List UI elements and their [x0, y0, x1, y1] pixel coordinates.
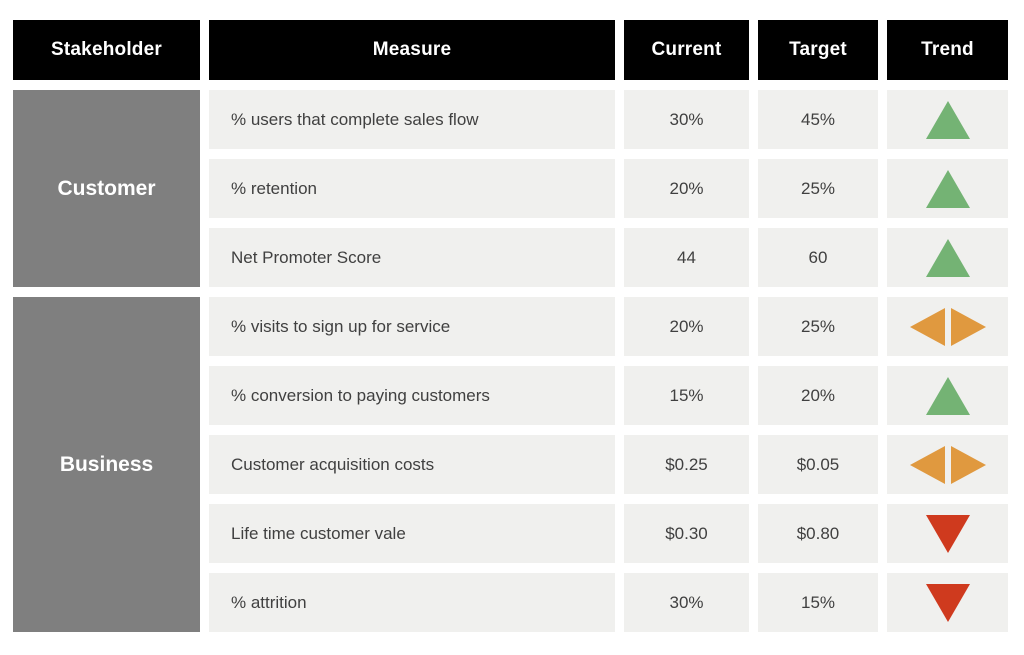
- column-header-trend: Trend: [887, 20, 1008, 80]
- trend-up-icon: [925, 238, 971, 278]
- current-value-cell: 30%: [624, 90, 749, 149]
- measure-cell: % users that complete sales flow: [209, 90, 615, 149]
- measure-cell: % conversion to paying customers: [209, 366, 615, 425]
- trend-up-icon: [925, 100, 971, 140]
- target-value-cell: 25%: [758, 297, 878, 356]
- current-value-cell: 20%: [624, 297, 749, 356]
- trend-up-icon: [925, 169, 971, 209]
- column-header-measure: Measure: [209, 20, 615, 80]
- trend-steady-icon: [909, 307, 987, 347]
- stakeholder-metrics-table: Stakeholder Measure Current Target Trend…: [13, 20, 1008, 632]
- measure-cell: % visits to sign up for service: [209, 297, 615, 356]
- measure-cell: % retention: [209, 159, 615, 218]
- trend-up-icon: [925, 376, 971, 416]
- column-header-target: Target: [758, 20, 878, 80]
- current-value-cell: $0.25: [624, 435, 749, 494]
- current-value-cell: 15%: [624, 366, 749, 425]
- target-value-cell: 15%: [758, 573, 878, 632]
- trend-cell: [887, 297, 1008, 356]
- trend-cell: [887, 366, 1008, 425]
- current-value-cell: 20%: [624, 159, 749, 218]
- measure-cell: Life time customer vale: [209, 504, 615, 563]
- trend-cell: [887, 159, 1008, 218]
- current-value-cell: $0.30: [624, 504, 749, 563]
- target-value-cell: $0.05: [758, 435, 878, 494]
- trend-cell: [887, 228, 1008, 287]
- trend-cell: [887, 573, 1008, 632]
- measure-cell: % attrition: [209, 573, 615, 632]
- trend-steady-icon: [909, 445, 987, 485]
- trend-down-icon: [925, 514, 971, 554]
- target-value-cell: 45%: [758, 90, 878, 149]
- trend-cell: [887, 435, 1008, 494]
- stakeholder-group-customer: Customer: [13, 90, 200, 287]
- trend-down-icon: [925, 583, 971, 623]
- current-value-cell: 44: [624, 228, 749, 287]
- trend-cell: [887, 90, 1008, 149]
- column-header-stakeholder: Stakeholder: [13, 20, 200, 80]
- trend-cell: [887, 504, 1008, 563]
- column-header-current: Current: [624, 20, 749, 80]
- target-value-cell: 60: [758, 228, 878, 287]
- target-value-cell: 20%: [758, 366, 878, 425]
- current-value-cell: 30%: [624, 573, 749, 632]
- target-value-cell: $0.80: [758, 504, 878, 563]
- measure-cell: Net Promoter Score: [209, 228, 615, 287]
- target-value-cell: 25%: [758, 159, 878, 218]
- measure-cell: Customer acquisition costs: [209, 435, 615, 494]
- stakeholder-group-business: Business: [13, 297, 200, 632]
